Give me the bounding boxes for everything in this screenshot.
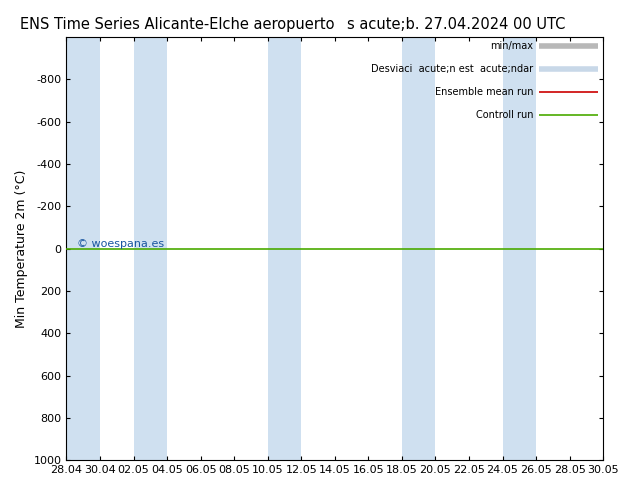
Bar [268, 37, 301, 460]
Text: ENS Time Series Alicante-Elche aeropuerto: ENS Time Series Alicante-Elche aeropuert… [20, 17, 335, 32]
Text: min/max: min/max [491, 41, 533, 50]
Text: s acute;b. 27.04.2024 00 UTC: s acute;b. 27.04.2024 00 UTC [347, 17, 566, 32]
Text: Ensemble mean run: Ensemble mean run [435, 87, 533, 97]
Bar [402, 37, 436, 460]
Y-axis label: Min Temperature 2m (°C): Min Temperature 2m (°C) [15, 170, 28, 328]
Bar [134, 37, 167, 460]
Bar [67, 37, 100, 460]
Bar [503, 37, 536, 460]
Text: © woespana.es: © woespana.es [77, 239, 164, 248]
Text: Desviaci  acute;n est  acute;ndar: Desviaci acute;n est acute;ndar [372, 64, 533, 74]
Text: Controll run: Controll run [476, 110, 533, 121]
